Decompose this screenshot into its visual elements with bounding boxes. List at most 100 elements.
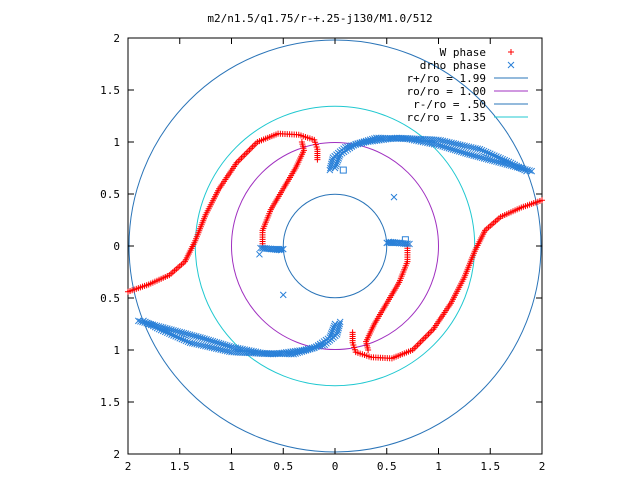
cross-marker (178, 329, 186, 336)
cross-marker (170, 326, 177, 334)
cross-marker (488, 157, 496, 164)
cross-marker (180, 336, 188, 344)
cross-marker (155, 323, 163, 330)
cross-marker (333, 160, 340, 168)
cross-marker (304, 346, 312, 354)
cross-marker (513, 163, 521, 171)
cross-marker (145, 320, 153, 328)
cross-marker (211, 338, 219, 346)
cross-marker (153, 322, 161, 330)
cross-marker (137, 318, 144, 325)
cross-marker (364, 136, 372, 144)
cross-marker (197, 334, 204, 341)
cross-marker (356, 139, 364, 147)
cross-marker (441, 143, 449, 151)
cross-marker (472, 152, 480, 160)
cross-marker (370, 135, 378, 142)
cross-marker (501, 160, 509, 168)
cross-marker (221, 341, 229, 349)
cross-marker (528, 167, 536, 175)
cross-marker (499, 160, 507, 167)
cross-marker (205, 336, 213, 344)
cross-marker (333, 158, 341, 166)
cross-marker (296, 348, 304, 356)
cross-marker (226, 342, 233, 350)
cross-marker (358, 138, 366, 146)
x-tick-label: 1 (228, 460, 235, 473)
cross-marker (474, 145, 482, 153)
cross-marker (478, 146, 486, 154)
legend-label: drho phase (420, 59, 486, 72)
cross-marker (480, 147, 488, 155)
cross-marker (462, 149, 469, 157)
cross-marker (192, 333, 200, 340)
cross-marker (526, 167, 533, 174)
x-tick-label: 0.5 (273, 460, 293, 473)
cross-marker (335, 322, 343, 330)
cross-marker (195, 333, 202, 341)
y-tick-label: 0.5 (100, 188, 120, 201)
cross-marker (439, 143, 446, 150)
cross-marker (330, 324, 337, 332)
cross-marker (515, 164, 523, 172)
cross-marker (190, 332, 198, 340)
plus-marker (365, 347, 372, 353)
cross-marker (201, 335, 208, 343)
y-tick-label: 0 (113, 240, 120, 253)
cross-marker (507, 162, 515, 169)
cross-marker (495, 158, 502, 166)
cross-marker (524, 166, 531, 174)
y-tick-label: 0.5 (100, 292, 120, 305)
cross-marker (493, 158, 500, 166)
cross-marker (217, 340, 225, 348)
cross-marker (497, 159, 504, 167)
cross-marker (213, 339, 221, 346)
cross-marker (509, 162, 517, 170)
cross-marker (522, 166, 529, 173)
legend-label: rc/ro = 1.35 (407, 111, 486, 124)
cross-marker (203, 336, 211, 343)
cross-marker (151, 321, 159, 329)
legend-label: ro/ro = 1.00 (407, 85, 486, 98)
cross-marker (507, 61, 515, 69)
square-marker (339, 166, 347, 174)
cross-marker (224, 342, 231, 349)
cross-marker (328, 328, 336, 336)
cross-marker (354, 140, 362, 147)
cross-marker (180, 329, 188, 337)
cross-marker (294, 349, 302, 357)
cross-marker (385, 238, 393, 246)
cross-marker (188, 331, 196, 339)
reference-circle (194, 105, 476, 387)
cross-marker (141, 319, 148, 326)
cross-marker (174, 328, 182, 335)
y-tick-label: 2 (113, 32, 120, 45)
cross-marker (470, 152, 478, 159)
cross-marker (188, 339, 196, 347)
cross-marker (478, 154, 486, 162)
cross-marker (326, 334, 334, 341)
square-marker (401, 236, 409, 244)
cross-marker (505, 161, 513, 169)
cross-marker (459, 149, 467, 156)
plus-marker (508, 49, 514, 55)
reference-circle (231, 142, 439, 350)
cross-marker (329, 326, 337, 334)
cross-marker (366, 136, 374, 144)
cross-marker (468, 151, 475, 159)
cross-marker (149, 321, 157, 329)
cross-marker (453, 147, 461, 155)
x-tick-label: 2 (539, 460, 546, 473)
cross-marker (308, 345, 316, 352)
cross-marker (464, 150, 471, 158)
cross-marker (336, 153, 343, 160)
cross-marker (176, 328, 184, 336)
cross-marker (480, 155, 488, 162)
plus-marker (314, 156, 321, 163)
axis-ticks: 2 1.5 1 0.5 0 0.5 1 1.5 221.510.500.511.52 (100, 32, 545, 473)
cross-marker (491, 157, 498, 165)
cross-marker (157, 323, 165, 331)
cross-marker (143, 319, 150, 327)
cross-marker (290, 350, 297, 358)
